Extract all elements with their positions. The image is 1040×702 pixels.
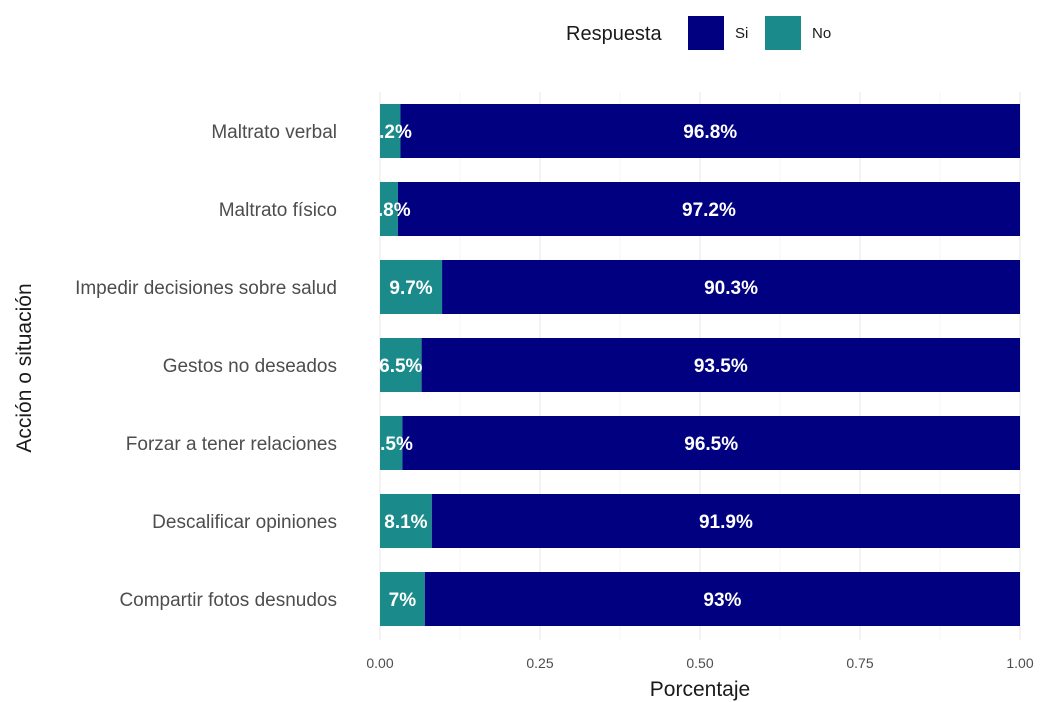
bar-si-descalificar-opiniones: [431, 494, 1021, 548]
bar-si-forzar-a-tener-relaciones: [402, 416, 1020, 470]
bar-no-maltrato-verbal: [380, 104, 401, 158]
y-tick-label: Maltrato físico: [219, 200, 337, 221]
bar-label-si-maltrato-fisico: 97.2%: [682, 200, 736, 221]
bar-label-no-compartir-fotos-desnudos: 7%: [389, 590, 417, 611]
legend-label-si: Si: [735, 25, 748, 42]
x-tick-label: 0.25: [526, 655, 553, 671]
bar-label-si-descalificar-opiniones: 91.9%: [699, 512, 753, 533]
y-tick-label: Impedir decisiones sobre salud: [75, 278, 337, 299]
bar-no-compartir-fotos-desnudos: [380, 572, 425, 626]
bar-si-maltrato-fisico: [397, 182, 1020, 236]
bar-no-forzar-a-tener-relaciones: [380, 416, 403, 470]
y-tick-label: Maltrato verbal: [211, 122, 337, 143]
bar-label-no-forzar-a-tener-relaciones: 3.5%: [370, 434, 413, 455]
bar-si-impedir-decisiones-sobre-salud: [442, 260, 1021, 314]
bar-label-no-maltrato-fisico: 2.8%: [367, 200, 410, 221]
y-axis-title: Acción o situación: [13, 283, 36, 452]
bars-layer: [380, 104, 1021, 626]
y-tick-label: Forzar a tener relaciones: [126, 434, 337, 455]
bar-no-descalificar-opiniones: [380, 494, 432, 548]
legend: Respuesta Si No: [566, 16, 831, 50]
bar-label-si-gestos-no-deseados: 93.5%: [694, 356, 748, 377]
bar-label-si-impedir-decisiones-sobre-salud: 90.3%: [704, 278, 758, 299]
bar-no-gestos-no-deseados: [380, 338, 422, 392]
bar-label-si-maltrato-verbal: 96.8%: [683, 122, 737, 143]
x-tick-label: 0.50: [686, 655, 713, 671]
x-tick-label: 1.00: [1006, 655, 1033, 671]
axis-layer: 0.00 0.25 0.50 0.75 1.00 Maltrato verbal Maltr…: [13, 122, 1034, 701]
legend-label-no: No: [812, 25, 831, 42]
bar-label-no-descalificar-opiniones: 8.1%: [384, 512, 427, 533]
legend-key-no: [765, 16, 801, 50]
bar-label-no-impedir-decisiones-sobre-salud: 9.7%: [389, 278, 432, 299]
bar-label-no-maltrato-verbal: 3.2%: [369, 122, 412, 143]
legend-key-si: [688, 16, 724, 50]
bar-labels-layer: 3.2% 96.8% 2.8% 97.2% 9.7% 90.3% 6.5% 93.5% 3.5%…: [367, 122, 758, 611]
bar-no-impedir-decisiones-sobre-salud: [380, 260, 443, 314]
bar-label-si-forzar-a-tener-relaciones: 96.5%: [684, 434, 738, 455]
x-tick-label: 0.75: [846, 655, 873, 671]
bar-label-si-compartir-fotos-desnudos: 93%: [703, 590, 741, 611]
y-tick-label: Descalificar opiniones: [152, 512, 337, 533]
bar-si-compartir-fotos-desnudos: [424, 572, 1020, 626]
legend-title: Respuesta: [566, 23, 662, 45]
bar-label-no-gestos-no-deseados: 6.5%: [379, 356, 422, 377]
bar-si-gestos-no-deseados: [421, 338, 1021, 392]
bar-no-maltrato-fisico: [380, 182, 398, 236]
y-tick-label: Gestos no deseados: [163, 356, 337, 377]
x-axis-title: Porcentaje: [650, 678, 750, 701]
y-tick-label: Compartir fotos desnudos: [119, 590, 337, 611]
bar-si-maltrato-verbal: [400, 104, 1021, 158]
x-tick-label: 0.00: [366, 655, 393, 671]
